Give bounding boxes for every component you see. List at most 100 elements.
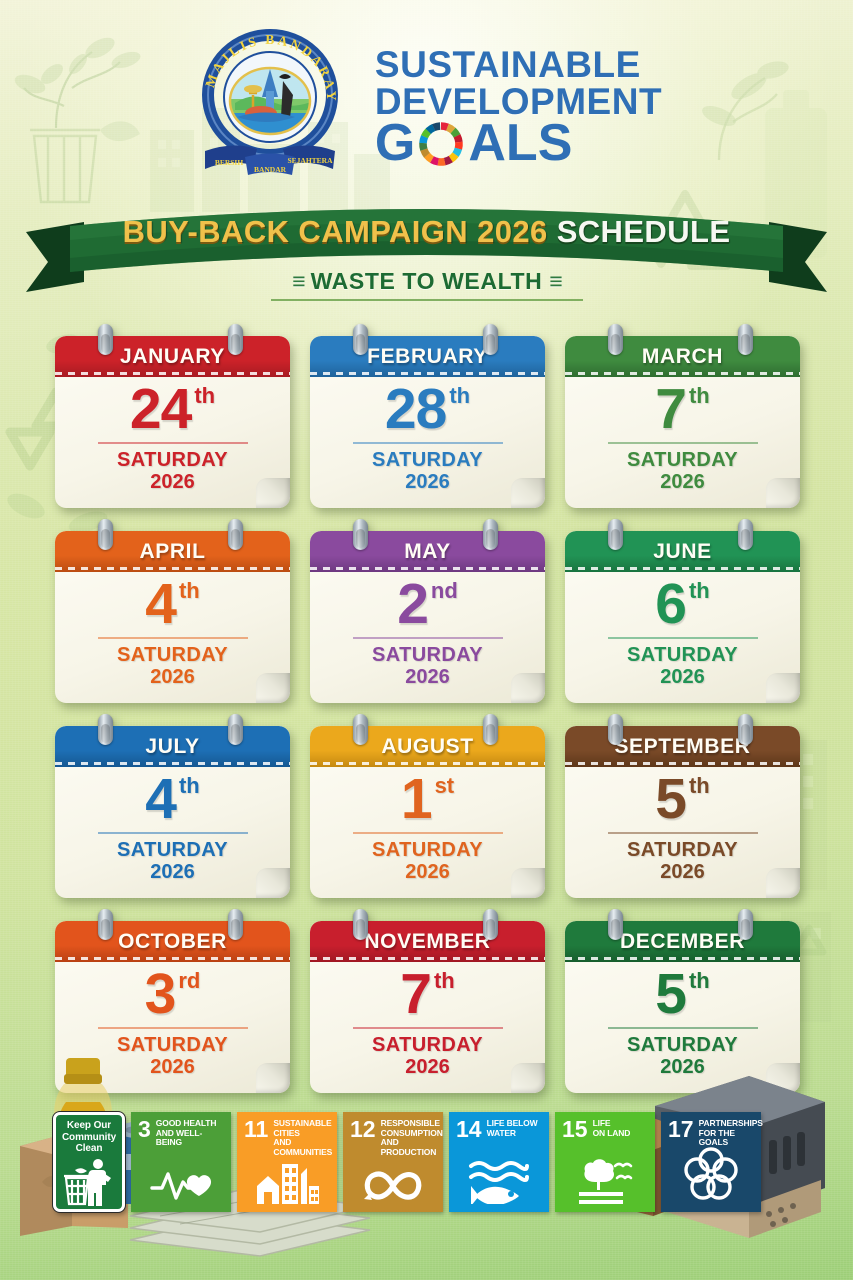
sdg-badge-15[interactable]: 15 LIFE ON LAND (555, 1112, 655, 1212)
sdg-badge-12[interactable]: 12 RESPONSIBLE CONSUMPTION AND PRODUCTIO… (343, 1112, 443, 1212)
calendar-day-number: 6 (655, 572, 687, 636)
calendar-face: 5 th SATURDAY 2026 (565, 767, 800, 884)
page-curl (256, 1063, 290, 1093)
keep-clean-line-1: Keep Our (66, 1120, 112, 1131)
page-curl (511, 1063, 545, 1093)
banner-title: BUY-BACK CAMPAIGN 2026 SCHEDULE (0, 214, 853, 250)
calendar-day-suffix: st (434, 773, 455, 798)
calendar-month-label: OCTOBER (118, 929, 227, 953)
calendar-card-january[interactable]: JANUARY 24 th SATURDAY 2026 (55, 324, 290, 508)
calendar-divider (607, 442, 758, 444)
sdg-badge-3[interactable]: 3 GOOD HEALTH AND WELL-BEING (131, 1112, 231, 1212)
goals-als-letters: ALS (468, 114, 573, 173)
page-curl (766, 868, 800, 898)
calendar-weekday: SATURDAY (627, 644, 738, 666)
calendar-month-label: AUGUST (381, 734, 474, 758)
calendar-weekday: SATURDAY (627, 1034, 738, 1056)
calendar-month-label: FEBRUARY (367, 344, 488, 368)
sdg-label-line-1: SUSTAINABLE CITIES (273, 1118, 332, 1138)
keep-clean-line-3: Clean (75, 1143, 103, 1155)
keep-our-community-clean-badge[interactable]: Keep Our Community Clean (53, 1112, 125, 1212)
sdg-goal-label: GOOD HEALTH AND WELL-BEING (155, 1118, 226, 1148)
banner-subtitle: ≡ WASTE TO WEALTH ≡ (0, 268, 853, 295)
sdg-goal-label: PARTNERSHIPS FOR THE GOALS (698, 1118, 763, 1148)
heartbeat-icon (131, 1164, 231, 1204)
calendar-body: FEBRUARY 28 th SATURDAY 2026 (310, 336, 545, 508)
calendar-month-label: APRIL (139, 539, 206, 563)
campaign-banner: BUY-BACK CAMPAIGN 2026 SCHEDULE ≡ WASTE … (0, 196, 853, 316)
sdg-label-line-2: WATER (486, 1127, 516, 1138)
sdg-goal-number: 14 (456, 1116, 482, 1142)
calendar-divider (97, 442, 248, 444)
calendar-card-july[interactable]: JULY 4 th SATURDAY 2026 (55, 714, 290, 898)
calendar-weekday: SATURDAY (372, 839, 483, 861)
sdg-label-line-2: FOR THE GOALS (698, 1127, 735, 1148)
sdg-badge-11[interactable]: 11 SUSTAINABLE CITIES AND COMMUNITIES (237, 1112, 337, 1212)
sdg-goal-number: 17 (668, 1116, 694, 1142)
page-curl (511, 868, 545, 898)
calendar-card-february[interactable]: FEBRUARY 28 th SATURDAY 2026 (310, 324, 545, 508)
calendar-face: 5 th SATURDAY 2026 (565, 962, 800, 1079)
calendar-weekday: SATURDAY (372, 449, 483, 471)
calendar-card-may[interactable]: MAY 2 nd SATURDAY 2026 (310, 519, 545, 703)
calendar-card-october[interactable]: OCTOBER 3 rd SATURDAY 2026 (55, 909, 290, 1093)
calendar-divider (607, 637, 758, 639)
sdg-label-line-1: RESPONSIBLE (380, 1118, 440, 1128)
infinity-loop-icon (343, 1168, 443, 1204)
goals-g-letter: G (374, 114, 416, 173)
sdg-badge-heading: 17 PARTNERSHIPS FOR THE GOALS (661, 1112, 763, 1148)
sdg-badge-14[interactable]: 14 LIFE BELOW WATER (449, 1112, 549, 1212)
sdg-goal-number: 3 (138, 1116, 151, 1142)
sdg-badge-17[interactable]: 17 PARTNERSHIPS FOR THE GOALS (661, 1112, 763, 1212)
sustainable-development-goals-logo: SUSTAINABLE DEVELOPMENT G (375, 42, 662, 171)
calendar-day-line: 4 th (55, 576, 290, 634)
calendar-card-april[interactable]: APRIL 4 th SATURDAY 2026 (55, 519, 290, 703)
calendar-year: 2026 (405, 666, 450, 689)
calendar-divider (97, 832, 248, 834)
banner-title-white: SCHEDULE (556, 214, 731, 249)
calendar-day-suffix: th (688, 578, 710, 603)
calendar-day-line: 3 rd (55, 966, 290, 1024)
calendar-face: 4 th SATURDAY 2026 (55, 767, 290, 884)
sdg-label-line-1: LIFE (592, 1118, 611, 1128)
calendar-card-june[interactable]: JUNE 6 th SATURDAY 2026 (565, 519, 800, 703)
sdg-goal-label: RESPONSIBLE CONSUMPTION AND PRODUCTION (380, 1118, 443, 1157)
sdg-label-line-2: AND WELL-BEING (155, 1127, 203, 1148)
subtitle-underline (270, 299, 583, 301)
calendar-weekday: SATURDAY (117, 644, 228, 666)
fish-waves-icon (449, 1158, 549, 1204)
sdg-badge-heading: 15 LIFE ON LAND (555, 1112, 655, 1142)
calendar-body: OCTOBER 3 rd SATURDAY 2026 (55, 921, 290, 1093)
banner-title-gold: BUY-BACK CAMPAIGN 2026 (122, 214, 548, 249)
calendar-card-september[interactable]: SEPTEMBER 5 th SATURDAY 2026 (565, 714, 800, 898)
page-curl (766, 673, 800, 703)
sdg-line-3: G (374, 114, 662, 173)
sdg-badge-heading: 14 LIFE BELOW WATER (449, 1112, 549, 1142)
calendar-header: JANUARY (55, 336, 290, 377)
calendar-body: JANUARY 24 th SATURDAY 2026 (55, 336, 290, 508)
calendar-body: MARCH 7 th SATURDAY 2026 (565, 336, 800, 508)
keep-clean-text: Keep Our Community Clean (62, 1120, 116, 1155)
calendar-day-suffix: th (688, 968, 710, 993)
calendar-body: JULY 4 th SATURDAY 2026 (55, 726, 290, 898)
calendar-divider (352, 1027, 503, 1029)
calendar-month-label: JANUARY (120, 344, 225, 368)
calendar-face: 28 th SATURDAY 2026 (310, 377, 545, 494)
calendar-card-december[interactable]: DECEMBER 5 th SATURDAY 2026 (565, 909, 800, 1093)
calendar-day-line: 6 th (565, 576, 800, 634)
calendar-card-march[interactable]: MARCH 7 th SATURDAY 2026 (565, 324, 800, 508)
sdg-goal-number: 15 (562, 1116, 588, 1142)
calendar-grid: JANUARY 24 th SATURDAY 2026 FEBRUARY (55, 324, 800, 1093)
calendar-day-number: 1 (400, 767, 433, 831)
sdg-label-line-2: CONSUMPTION (380, 1127, 443, 1138)
calendar-card-november[interactable]: NOVEMBER 7 th SATURDAY 2026 (310, 909, 545, 1093)
sdg-line-1: SUSTAINABLE (374, 43, 641, 85)
calendar-card-august[interactable]: AUGUST 1 st SATURDAY 2026 (310, 714, 545, 898)
litter-bin-person-icon (63, 1158, 115, 1211)
calendar-year: 2026 (660, 861, 705, 884)
calendar-weekday: SATURDAY (627, 839, 738, 861)
calendar-face: 7 th SATURDAY 2026 (310, 962, 545, 1079)
sdg-label-line-3: AND PRODUCTION (380, 1137, 437, 1157)
subtitle-text: WASTE TO WEALTH (310, 268, 543, 294)
